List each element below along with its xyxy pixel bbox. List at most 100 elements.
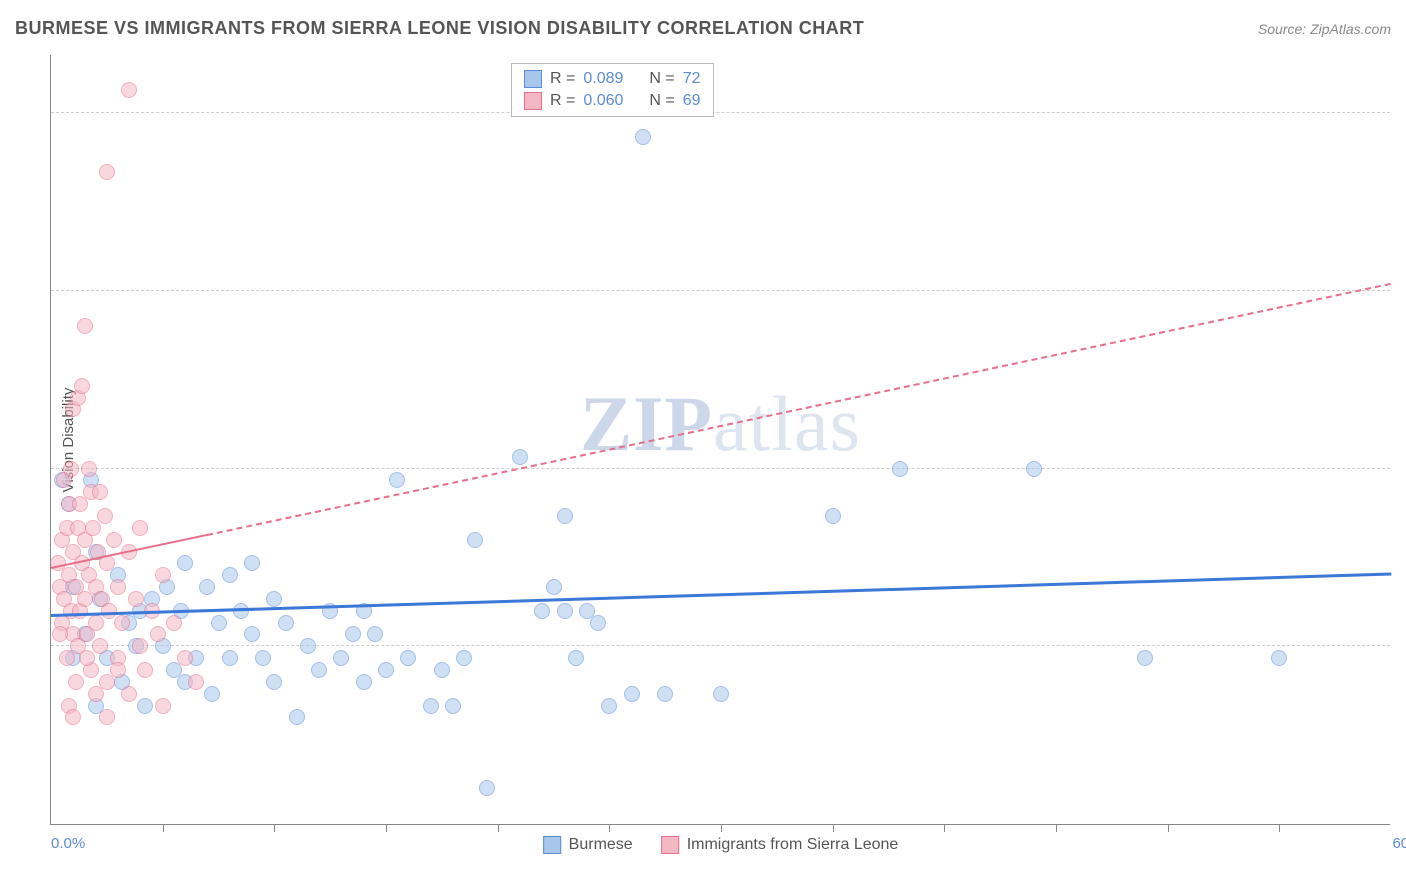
data-point-burmese [590, 615, 606, 631]
data-point-burmese [892, 461, 908, 477]
data-point-burmese [137, 698, 153, 714]
x-tick [833, 824, 834, 832]
n-label: N = [649, 70, 674, 88]
data-point-burmese [445, 698, 461, 714]
gridline: 4.5% [51, 290, 1390, 291]
data-point-sierra_leone [155, 698, 171, 714]
trend-line-burmese [51, 572, 1391, 616]
x-tick [609, 824, 610, 832]
data-point-sierra_leone [81, 461, 97, 477]
r-label: R = [550, 92, 575, 110]
stats-legend-row-burmese: R = 0.089 N = 72 [524, 68, 701, 90]
data-point-burmese [345, 626, 361, 642]
data-point-burmese [378, 662, 394, 678]
data-point-burmese [311, 662, 327, 678]
x-tick [1279, 824, 1280, 832]
data-point-sierra_leone [137, 662, 153, 678]
r-value: 0.089 [583, 70, 623, 88]
data-point-sierra_leone [101, 603, 117, 619]
data-point-burmese [601, 698, 617, 714]
r-label: R = [550, 70, 575, 88]
n-value: 69 [683, 92, 701, 110]
data-point-sierra_leone [114, 615, 130, 631]
y-tick-label: 6.0% [1395, 105, 1406, 122]
scatter-plot: Vision Disability 1.5%3.0%4.5%6.0% ZIPat… [50, 55, 1390, 825]
data-point-sierra_leone [79, 650, 95, 666]
legend-item-sierra_leone: Immigrants from Sierra Leone [661, 836, 899, 854]
data-point-burmese [635, 129, 651, 145]
data-point-burmese [568, 650, 584, 666]
legend-swatch [661, 836, 679, 854]
data-point-burmese [713, 686, 729, 702]
data-point-burmese [456, 650, 472, 666]
data-point-sierra_leone [110, 662, 126, 678]
data-point-burmese [199, 579, 215, 595]
data-point-burmese [278, 615, 294, 631]
y-tick-label: 3.0% [1395, 460, 1406, 477]
data-point-sierra_leone [99, 709, 115, 725]
legend-swatch [524, 92, 542, 110]
data-point-burmese [1271, 650, 1287, 666]
data-point-sierra_leone [121, 82, 137, 98]
data-point-burmese [389, 472, 405, 488]
data-point-burmese [1026, 461, 1042, 477]
data-point-sierra_leone [92, 638, 108, 654]
r-value: 0.060 [583, 92, 623, 110]
data-point-sierra_leone [128, 591, 144, 607]
data-point-sierra_leone [99, 164, 115, 180]
data-point-sierra_leone [150, 626, 166, 642]
n-label: N = [649, 92, 674, 110]
data-point-burmese [204, 686, 220, 702]
data-point-sierra_leone [88, 615, 104, 631]
n-value: 72 [683, 70, 701, 88]
x-tick [163, 824, 164, 832]
data-point-burmese [211, 615, 227, 631]
chart-title: BURMESE VS IMMIGRANTS FROM SIERRA LEONE … [15, 18, 864, 39]
data-point-burmese [657, 686, 673, 702]
data-point-sierra_leone [97, 508, 113, 524]
data-point-sierra_leone [92, 484, 108, 500]
data-point-burmese [624, 686, 640, 702]
legend-label: Immigrants from Sierra Leone [687, 836, 899, 854]
x-tick [498, 824, 499, 832]
x-axis-max: 60.0% [1392, 835, 1406, 852]
legend-item-burmese: Burmese [543, 836, 633, 854]
data-point-sierra_leone [121, 686, 137, 702]
data-point-burmese [266, 674, 282, 690]
stats-legend-row-sierra_leone: R = 0.060 N = 69 [524, 90, 701, 112]
data-point-burmese [222, 567, 238, 583]
data-point-sierra_leone [110, 579, 126, 595]
x-tick [944, 824, 945, 832]
data-point-burmese [534, 603, 550, 619]
legend-swatch [524, 70, 542, 88]
data-point-burmese [289, 709, 305, 725]
y-tick-label: 4.5% [1395, 282, 1406, 299]
data-point-burmese [333, 650, 349, 666]
series-legend: Burmese Immigrants from Sierra Leone [543, 836, 899, 854]
data-point-burmese [356, 674, 372, 690]
data-point-burmese [479, 780, 495, 796]
data-point-sierra_leone [65, 709, 81, 725]
stats-legend: R = 0.089 N = 72 R = 0.060 N = 69 [511, 63, 714, 117]
data-point-burmese [546, 579, 562, 595]
legend-swatch [543, 836, 561, 854]
data-point-burmese [367, 626, 383, 642]
data-point-burmese [557, 508, 573, 524]
data-point-burmese [825, 508, 841, 524]
x-tick [386, 824, 387, 832]
data-point-burmese [222, 650, 238, 666]
data-point-burmese [255, 650, 271, 666]
data-point-burmese [434, 662, 450, 678]
data-point-sierra_leone [132, 520, 148, 536]
x-tick [274, 824, 275, 832]
data-point-burmese [400, 650, 416, 666]
data-point-burmese [423, 698, 439, 714]
data-point-sierra_leone [188, 674, 204, 690]
gridline: 3.0% [51, 468, 1390, 469]
data-point-sierra_leone [155, 567, 171, 583]
data-point-sierra_leone [88, 686, 104, 702]
data-point-sierra_leone [63, 461, 79, 477]
x-tick [1056, 824, 1057, 832]
data-point-sierra_leone [106, 532, 122, 548]
data-point-sierra_leone [74, 378, 90, 394]
